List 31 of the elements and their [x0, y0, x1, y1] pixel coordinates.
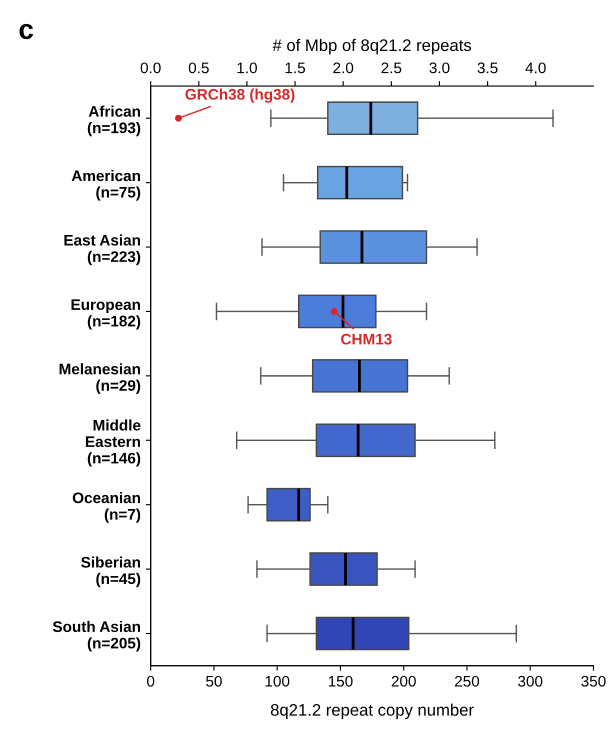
x-tick-label: 350 [581, 676, 606, 687]
x-axis-title: 8q21.2 repeat copy number [270, 704, 474, 720]
x2-tick-label: 3.5 [478, 62, 498, 74]
x2-axis-title: # of Mbp of 8q21.2 repeats [272, 38, 472, 54]
x-tick-label: 300 [518, 676, 542, 687]
x-tick-label: 0 [147, 676, 154, 687]
x2-tick-label: 1.0 [237, 62, 257, 74]
x-tick-label: 150 [328, 676, 353, 687]
x2-tick-label: 4.0 [525, 62, 546, 74]
y-tick-label: Siberian (n=45) [81, 556, 140, 588]
annotation: CHM13 [341, 334, 392, 345]
y-tick-label: American (n=75) [72, 170, 140, 201]
x-tick-label: 200 [392, 676, 416, 687]
annotation: GRCh38 (hg38) [185, 88, 294, 103]
y-tick-label: Melanesian (n=29) [60, 363, 140, 394]
y-tick-label: Middle Eastern (n=146) [86, 419, 140, 467]
x2-tick-label: 1.5 [286, 62, 306, 74]
x2-tick-label: 2.5 [381, 62, 402, 74]
y-tick-label: South Asian (n=205) [52, 620, 140, 652]
y-tick-label: European (n=182) [72, 299, 140, 330]
y-tick-label: Oceanian (n=7) [72, 492, 140, 523]
x2-tick-label: 0.5 [188, 62, 209, 74]
x2-tick-label: 0.0 [140, 62, 161, 74]
x-tick-label: 250 [454, 676, 480, 687]
y-tick-label: East Asian (n=223) [64, 234, 140, 266]
y-tick-label: African (n=193) [88, 106, 140, 136]
x-tick-label: 50 [206, 676, 222, 687]
x-tick-label: 100 [266, 676, 290, 687]
x2-tick-label: 2.0 [333, 62, 354, 74]
x2-tick-label: 3.0 [429, 62, 450, 74]
text: c [20, 24, 34, 40]
